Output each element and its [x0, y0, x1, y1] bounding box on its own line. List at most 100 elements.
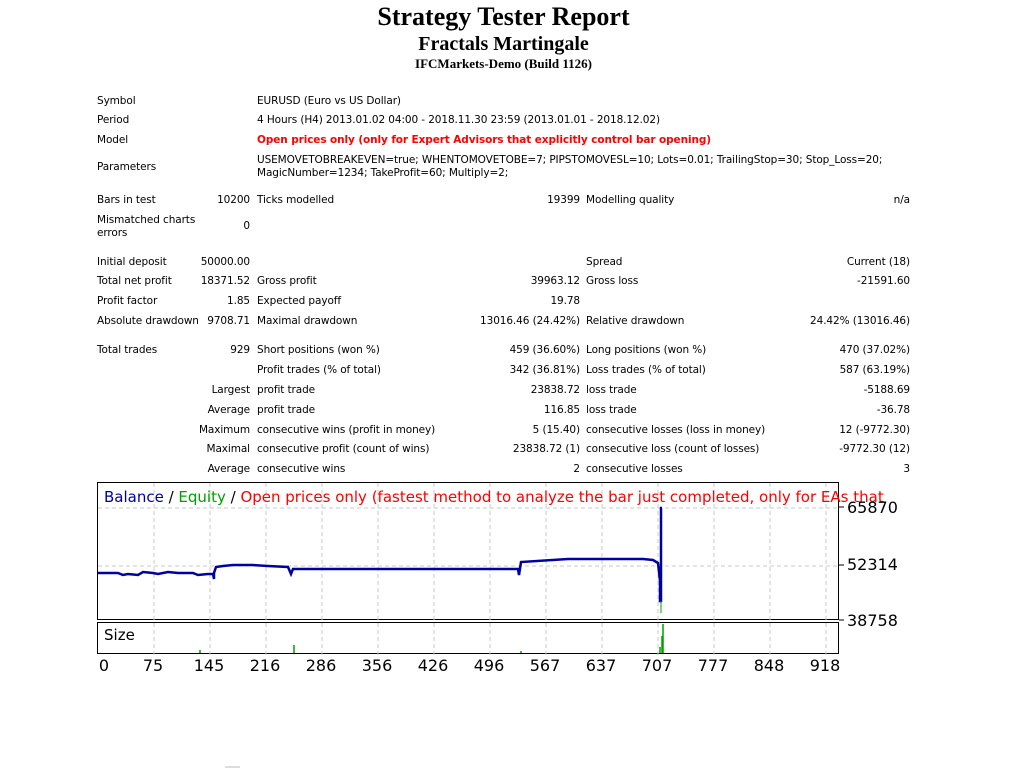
mismatched-label-2: errors — [97, 227, 128, 239]
period-label: Period — [97, 114, 130, 126]
long-positions-value: 470 (37.02%) — [839, 344, 911, 356]
maximal-consec-profit-label: consecutive profit (count of wins) — [257, 443, 430, 455]
maximum-label: Maximum — [198, 424, 250, 436]
balance-chart-plot — [98, 483, 840, 621]
scroll-artifact — [225, 766, 240, 768]
y-tick-mid: 52314 — [847, 555, 898, 574]
total-net-profit-value: 18371.52 — [200, 275, 250, 287]
size-plot — [153, 623, 827, 655]
spread-value: Current (18) — [846, 256, 910, 268]
mismatched-label-1: Mismatched charts — [97, 214, 196, 226]
largest-profit-value: 23838.72 — [530, 384, 580, 396]
ticks-modelled-value: 19399 — [547, 194, 580, 206]
average2-label: Average — [207, 463, 251, 475]
max-consec-wins-label: consecutive wins (profit in money) — [257, 424, 436, 436]
largest-label: Largest — [211, 384, 251, 396]
average-label: Average — [207, 404, 251, 416]
maximal-consec-profit-value: 23838.72 (1) — [512, 443, 580, 455]
avg-consec-wins-label: consecutive wins — [257, 463, 346, 475]
max-consec-losses-label: consecutive losses (loss in money) — [586, 424, 766, 436]
bars-in-test-value: 10200 — [217, 194, 250, 206]
y-axis-ticks — [839, 506, 844, 621]
profit-trades-label: Profit trades (% of total) — [257, 364, 381, 376]
relative-drawdown-label: Relative drawdown — [586, 315, 685, 327]
avg-consec-wins-value: 2 — [573, 463, 580, 475]
maximal-consec-loss-value: -9772.30 (12) — [839, 443, 910, 455]
spread-label: Spread — [586, 256, 623, 268]
maximal-label: Maximal — [206, 443, 250, 455]
max-consec-wins-value: 5 (15.40) — [532, 424, 580, 436]
parameters-line-1: USEMOVETOBREAKEVEN=true; WHENTOMOVETOBE=… — [257, 154, 883, 166]
long-positions-label: Long positions (won %) — [586, 344, 707, 356]
x-tick-13: 918 — [809, 656, 841, 675]
largest-loss-label: loss trade — [586, 384, 637, 396]
x-tick-3: 216 — [249, 656, 281, 675]
size-bars — [199, 624, 664, 653]
report-title: Strategy Tester Report — [377, 2, 630, 31]
x-tick-10: 707 — [641, 656, 673, 675]
gross-profit-label: Gross profit — [257, 275, 317, 287]
modelling-quality-value: n/a — [893, 194, 910, 206]
x-tick-1: 75 — [142, 656, 164, 675]
maximal-drawdown-value: 13016.46 (24.42%) — [480, 315, 580, 327]
avg-consec-losses-value: 3 — [903, 463, 910, 475]
average-profit-label: profit trade — [257, 404, 316, 416]
short-positions-value: 459 (36.60%) — [509, 344, 581, 356]
size-label: Size — [104, 626, 135, 644]
x-tick-12: 848 — [753, 656, 785, 675]
initial-deposit-value: 50000.00 — [200, 256, 250, 268]
ticks-modelled-label: Ticks modelled — [257, 194, 335, 206]
x-tick-6: 426 — [417, 656, 449, 675]
total-trades-value: 929 — [230, 344, 250, 356]
x-tick-4: 286 — [305, 656, 337, 675]
y-tick-max: 65870 — [847, 498, 898, 517]
avg-consec-losses-label: consecutive losses — [586, 463, 683, 475]
absolute-drawdown-label: Absolute drawdown — [97, 315, 199, 327]
x-tick-2: 145 — [193, 656, 225, 675]
symbol-value: EURUSD (Euro vs US Dollar) — [257, 95, 401, 107]
initial-deposit-label: Initial deposit — [97, 256, 167, 268]
legend-model: Open prices only (fastest method to anal… — [240, 488, 884, 506]
largest-profit-label: profit trade — [257, 384, 316, 396]
profit-factor-label: Profit factor — [97, 295, 158, 307]
x-tick-8: 567 — [529, 656, 561, 675]
size-panel: Size — [97, 622, 839, 655]
parameters-label: Parameters — [97, 161, 157, 173]
x-tick-11: 777 — [697, 656, 729, 675]
average-loss-value: -36.78 — [876, 404, 910, 416]
legend-equity: Equity — [178, 488, 226, 506]
total-trades-label: Total trades — [97, 344, 158, 356]
legend-balance: Balance — [104, 488, 164, 506]
loss-trades-label: Loss trades (% of total) — [586, 364, 706, 376]
expert-name: Fractals Martingale — [418, 33, 589, 55]
largest-loss-value: -5188.69 — [863, 384, 911, 396]
total-net-profit-label: Total net profit — [97, 275, 172, 287]
absolute-drawdown-value: 9708.71 — [207, 315, 250, 327]
x-tick-0: 0 — [98, 656, 110, 675]
maximal-consec-loss-label: consecutive loss (count of losses) — [586, 443, 760, 455]
bars-in-test-label: Bars in test — [97, 194, 156, 206]
maximal-drawdown-label: Maximal drawdown — [257, 315, 358, 327]
y-tick-min: 38758 — [847, 611, 898, 630]
x-tick-9: 637 — [585, 656, 617, 675]
server-build: IFCMarkets-Demo (Build 1126) — [415, 56, 592, 71]
balance-line — [98, 506, 663, 603]
symbol-label: Symbol — [97, 95, 136, 107]
average-loss-label: loss trade — [586, 404, 637, 416]
model-value: Open prices only (only for Expert Adviso… — [257, 134, 711, 146]
expected-payoff-label: Expected payoff — [257, 295, 341, 307]
gross-loss-value: -21591.60 — [857, 275, 910, 287]
parameters-line-2: MagicNumber=1234; TakeProfit=60; Multipl… — [257, 167, 509, 179]
gross-loss-label: Gross loss — [586, 275, 639, 287]
modelling-quality-label: Modelling quality — [586, 194, 675, 206]
period-value: 4 Hours (H4) 2013.01.02 04:00 - 2018.11.… — [257, 114, 660, 126]
average-profit-value: 116.85 — [543, 404, 580, 416]
balance-equity-chart: Balance / Equity / Open prices only (fas… — [97, 482, 884, 621]
x-tick-5: 356 — [361, 656, 393, 675]
expected-payoff-value: 19.78 — [550, 295, 580, 307]
mismatched-value: 0 — [243, 220, 250, 232]
gross-profit-value: 39963.12 — [530, 275, 580, 287]
x-tick-7: 496 — [473, 656, 505, 675]
profit-trades-value: 342 (36.81%) — [509, 364, 581, 376]
short-positions-label: Short positions (won %) — [257, 344, 380, 356]
